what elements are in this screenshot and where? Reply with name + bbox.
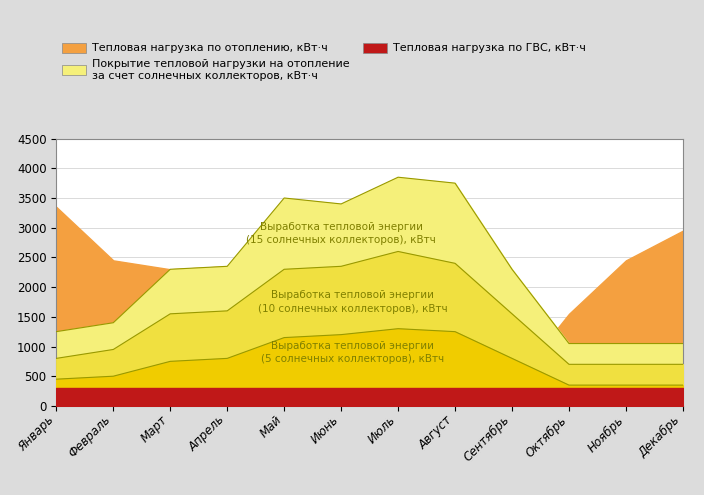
Text: Выработка тепловой энергии
(15 солнечных коллекторов), кВтч: Выработка тепловой энергии (15 солнечных… xyxy=(246,222,436,245)
Legend: Тепловая нагрузка по отоплению, кВт·ч, Покрытие тепловой нагрузки на отопление
з: Тепловая нагрузка по отоплению, кВт·ч, П… xyxy=(62,43,586,81)
Text: Выработка тепловой энергии
(10 солнечных коллекторов), кВтч: Выработка тепловой энергии (10 солнечных… xyxy=(258,291,447,313)
Text: Выработка тепловой энергии
(5 солнечных коллекторов), кВтч: Выработка тепловой энергии (5 солнечных … xyxy=(261,341,444,364)
